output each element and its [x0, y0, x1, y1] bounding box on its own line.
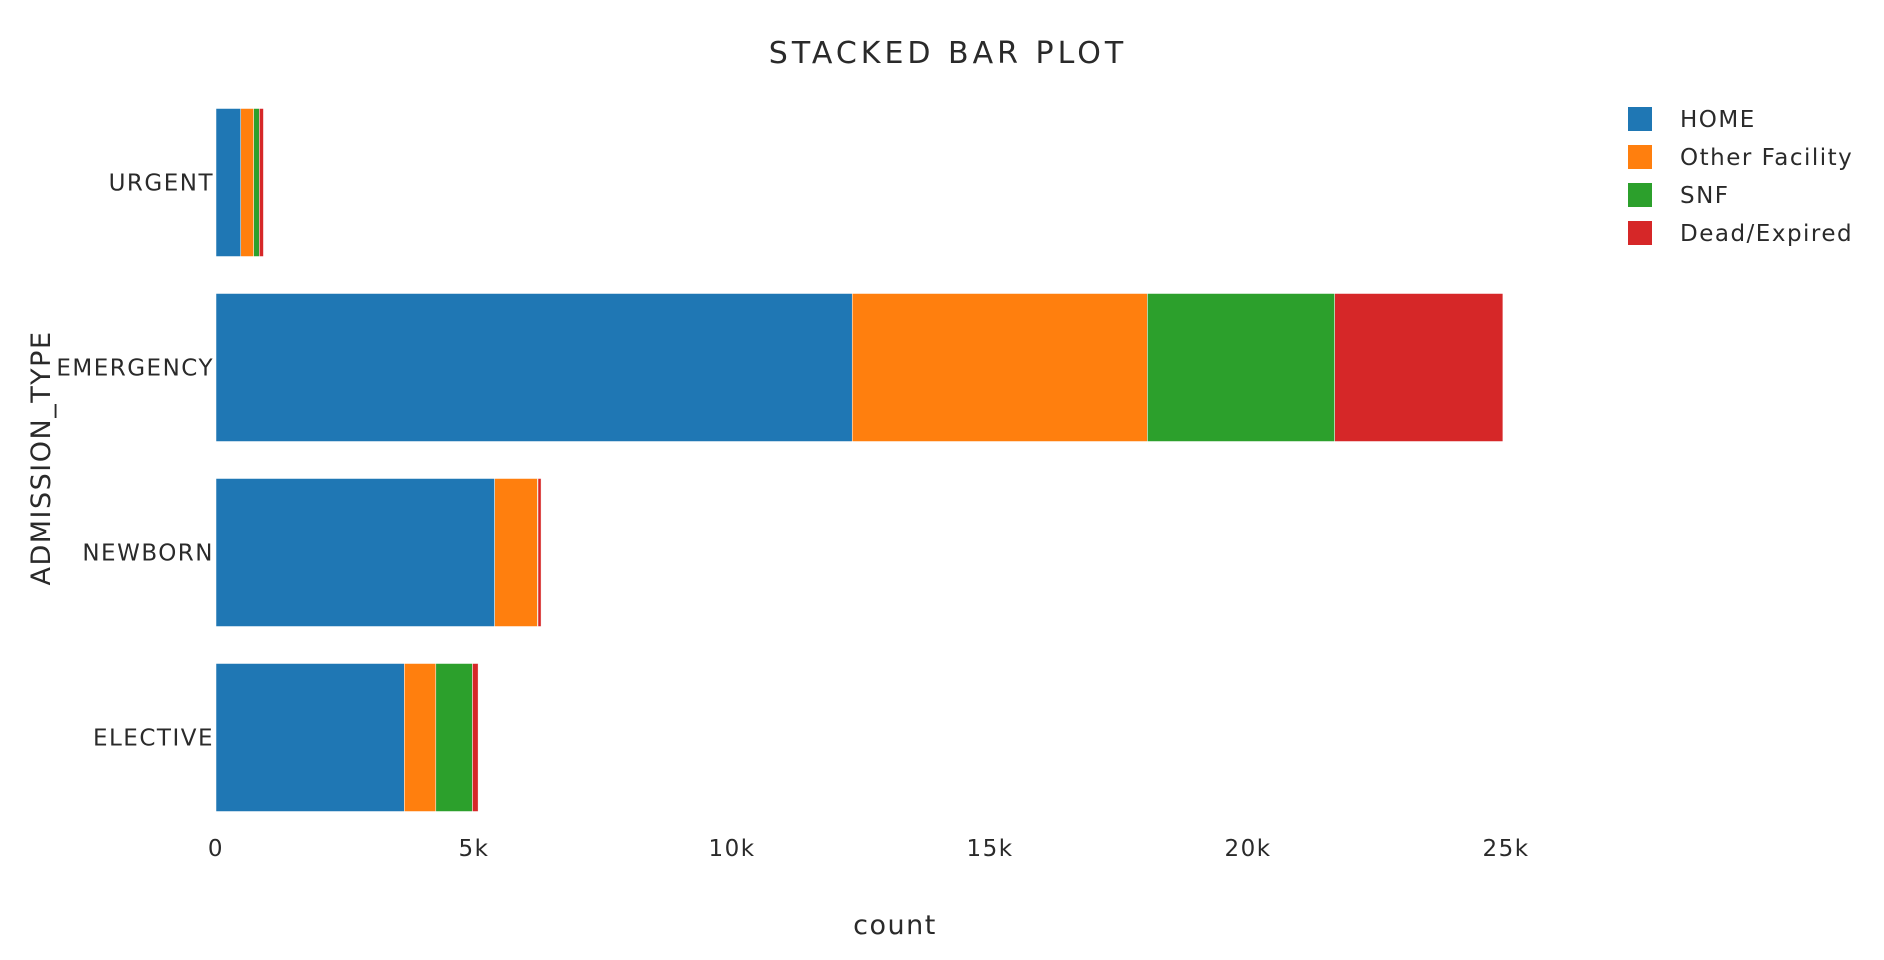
bar-emergency-dead-expired[interactable]: [1334, 293, 1504, 442]
legend-item-home[interactable]: HOME: [1628, 107, 1756, 133]
legend-swatch: [1628, 183, 1652, 207]
bar-elective-home[interactable]: [215, 663, 405, 812]
legend-label: Dead/Expired: [1680, 221, 1853, 247]
legend-swatch: [1628, 107, 1652, 131]
bar-emergency-snf[interactable]: [1147, 293, 1335, 442]
x-tick-label: 0: [208, 836, 224, 862]
legend-swatch: [1628, 221, 1652, 245]
y-tick-label: URGENT: [109, 171, 214, 197]
bar-elective-other-facility[interactable]: [404, 663, 437, 812]
y-axis-ticks: ELECTIVE NEWBORN EMERGENCY URGENT: [56, 171, 214, 752]
bar-newborn-home[interactable]: [215, 478, 495, 627]
bar-urgent-snf[interactable]: [253, 108, 260, 257]
legend-item-dead-expired[interactable]: Dead/Expired: [1628, 221, 1853, 247]
x-tick-label: 5k: [459, 836, 490, 862]
chart-title: STACKED BAR PLOT: [769, 36, 1127, 71]
x-tick-label: 20k: [1224, 836, 1271, 862]
x-tick-label: 10k: [708, 836, 755, 862]
bar-urgent-other-facility[interactable]: [240, 108, 254, 257]
bar-urgent-home[interactable]: [215, 108, 242, 257]
legend-label: SNF: [1680, 183, 1730, 209]
x-axis-ticks: 0 5k 10k 15k 20k 25k: [208, 836, 1529, 862]
bar-elective-dead-expired[interactable]: [472, 663, 479, 812]
x-tick-label: 25k: [1482, 836, 1529, 862]
y-axis-title: ADMISSION_TYPE: [26, 330, 57, 585]
bars-group: [215, 108, 1504, 812]
legend-label: HOME: [1680, 107, 1756, 133]
y-tick-label: NEWBORN: [82, 541, 214, 567]
bar-emergency-other-facility[interactable]: [851, 293, 1148, 442]
legend[interactable]: HOME Other Facility SNF Dead/Expired: [1628, 107, 1853, 247]
bar-newborn-dead-expired[interactable]: [537, 478, 542, 627]
y-tick-label: ELECTIVE: [93, 726, 214, 752]
bar-newborn-other-facility[interactable]: [494, 478, 538, 627]
x-axis-title: count: [853, 910, 937, 941]
bar-elective-snf[interactable]: [435, 663, 473, 812]
legend-item-snf[interactable]: SNF: [1628, 183, 1730, 209]
legend-item-other-facility[interactable]: Other Facility: [1628, 145, 1853, 171]
legend-label: Other Facility: [1680, 145, 1853, 171]
bar-emergency-home[interactable]: [215, 293, 853, 442]
x-tick-label: 15k: [966, 836, 1013, 862]
bar-urgent-dead-expired[interactable]: [259, 108, 264, 257]
y-tick-label: EMERGENCY: [56, 356, 214, 382]
legend-swatch: [1628, 145, 1652, 169]
